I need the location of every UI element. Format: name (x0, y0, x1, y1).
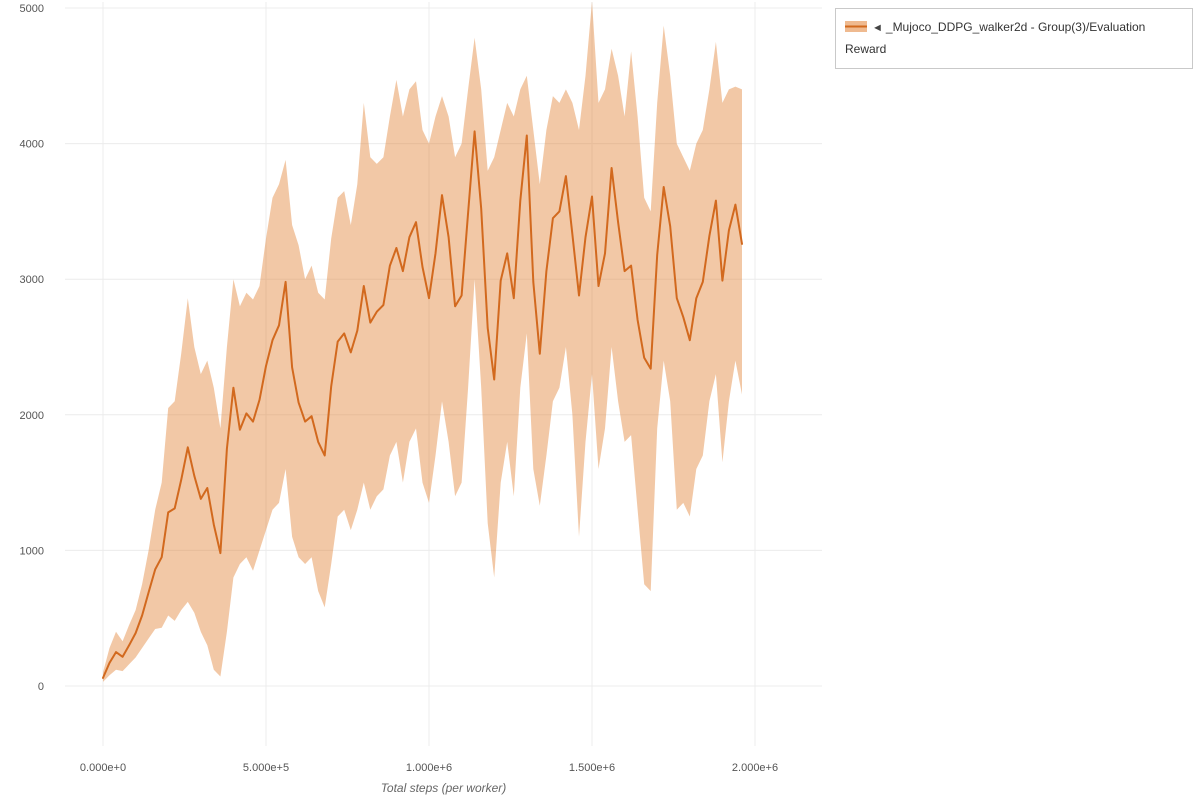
series-swatch-icon (845, 21, 867, 32)
legend-collapse-icon[interactable]: ◄ (872, 22, 883, 34)
x-tick-label: 0.000e+0 (80, 762, 126, 774)
x-axis-title: Total steps (per worker) (380, 781, 507, 795)
legend: ◄ _Mujoco_DDPG_walker2d - Group(3)/Evalua… (835, 8, 1193, 69)
y-tick-label: 3000 (20, 274, 44, 286)
y-tick-label: 4000 (20, 139, 44, 151)
x-tick-label: 1.000e+6 (406, 762, 452, 774)
mean-line (102, 130, 743, 679)
confidence-band (103, 2, 742, 682)
y-tick-label: 0 (38, 681, 44, 693)
y-tick-label: 5000 (20, 3, 44, 15)
x-tick-label: 2.000e+6 (732, 762, 778, 774)
y-tick-label: 2000 (20, 410, 44, 422)
y-tick-label: 1000 (20, 545, 44, 557)
legend-label: _Mujoco_DDPG_walker2d - Group(3)/Evaluat… (845, 20, 1146, 56)
x-tick-label: 1.500e+6 (569, 762, 615, 774)
x-tick-label: 5.000e+5 (243, 762, 289, 774)
legend-item[interactable]: ◄ _Mujoco_DDPG_walker2d - Group(3)/Evalua… (845, 17, 1183, 60)
